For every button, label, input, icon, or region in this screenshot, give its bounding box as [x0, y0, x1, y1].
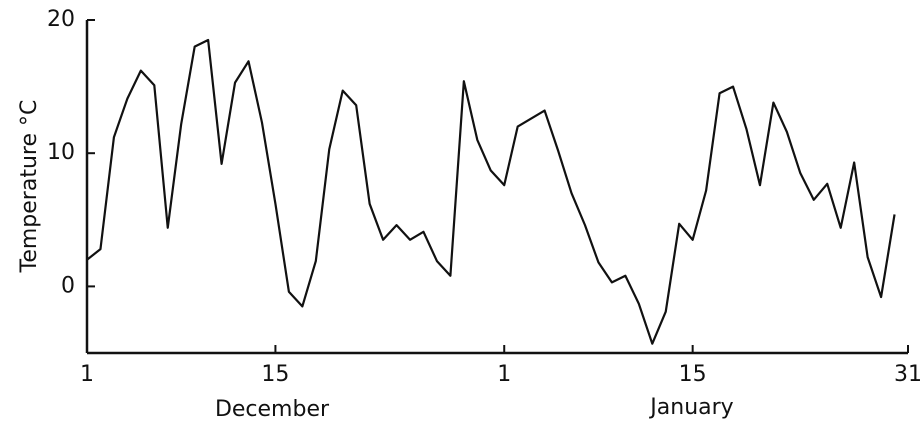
temperature-line	[86, 38, 896, 345]
x-tick-label: 1	[497, 362, 511, 387]
y-axis-label: Temperature °C	[17, 100, 42, 274]
x-tick-label: 15	[679, 362, 707, 387]
y-tick-label: 0	[61, 273, 75, 298]
x-tick-label: 31	[894, 362, 922, 387]
y-tick-label: 10	[47, 140, 75, 165]
y-tick-label: 20	[47, 7, 75, 32]
x-tick-label: 1	[80, 362, 94, 387]
month-label: January	[648, 395, 733, 420]
x-tick-label: 15	[261, 362, 289, 387]
month-label: December	[215, 397, 330, 422]
